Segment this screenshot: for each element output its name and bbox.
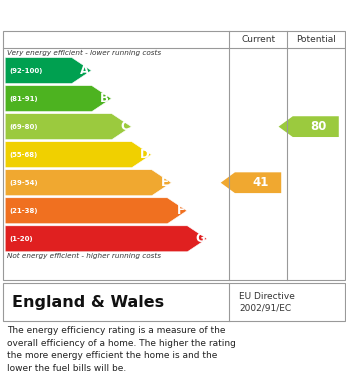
Text: (55-68): (55-68) — [9, 152, 38, 158]
Polygon shape — [5, 226, 207, 252]
Text: D: D — [140, 148, 149, 161]
Polygon shape — [5, 114, 131, 140]
Text: G: G — [195, 232, 205, 245]
Text: Energy Efficiency Rating: Energy Efficiency Rating — [10, 8, 213, 23]
Text: C: C — [120, 120, 129, 133]
Text: Very energy efficient - lower running costs: Very energy efficient - lower running co… — [7, 50, 161, 56]
Text: F: F — [177, 204, 185, 217]
Polygon shape — [5, 142, 151, 168]
Text: (81-91): (81-91) — [9, 95, 38, 102]
Text: (92-100): (92-100) — [9, 68, 43, 74]
Text: (69-80): (69-80) — [9, 124, 38, 130]
Text: E: E — [161, 176, 169, 189]
Text: England & Wales: England & Wales — [12, 294, 164, 310]
Text: The energy efficiency rating is a measure of the
overall efficiency of a home. T: The energy efficiency rating is a measur… — [7, 326, 236, 373]
Polygon shape — [5, 86, 111, 111]
Text: (39-54): (39-54) — [9, 180, 38, 186]
Text: Not energy efficient - higher running costs: Not energy efficient - higher running co… — [7, 253, 161, 259]
Polygon shape — [278, 116, 339, 137]
Polygon shape — [5, 198, 187, 224]
Polygon shape — [5, 170, 171, 196]
Polygon shape — [5, 57, 92, 84]
Text: Current: Current — [241, 35, 275, 44]
Text: 80: 80 — [310, 120, 326, 133]
Text: Potential: Potential — [296, 35, 336, 44]
Text: B: B — [100, 92, 109, 105]
Text: (1-20): (1-20) — [9, 236, 33, 242]
Polygon shape — [221, 172, 281, 193]
Text: (21-38): (21-38) — [9, 208, 38, 214]
Text: EU Directive
2002/91/EC: EU Directive 2002/91/EC — [239, 292, 295, 312]
Text: A: A — [80, 64, 89, 77]
Text: 41: 41 — [252, 176, 269, 189]
